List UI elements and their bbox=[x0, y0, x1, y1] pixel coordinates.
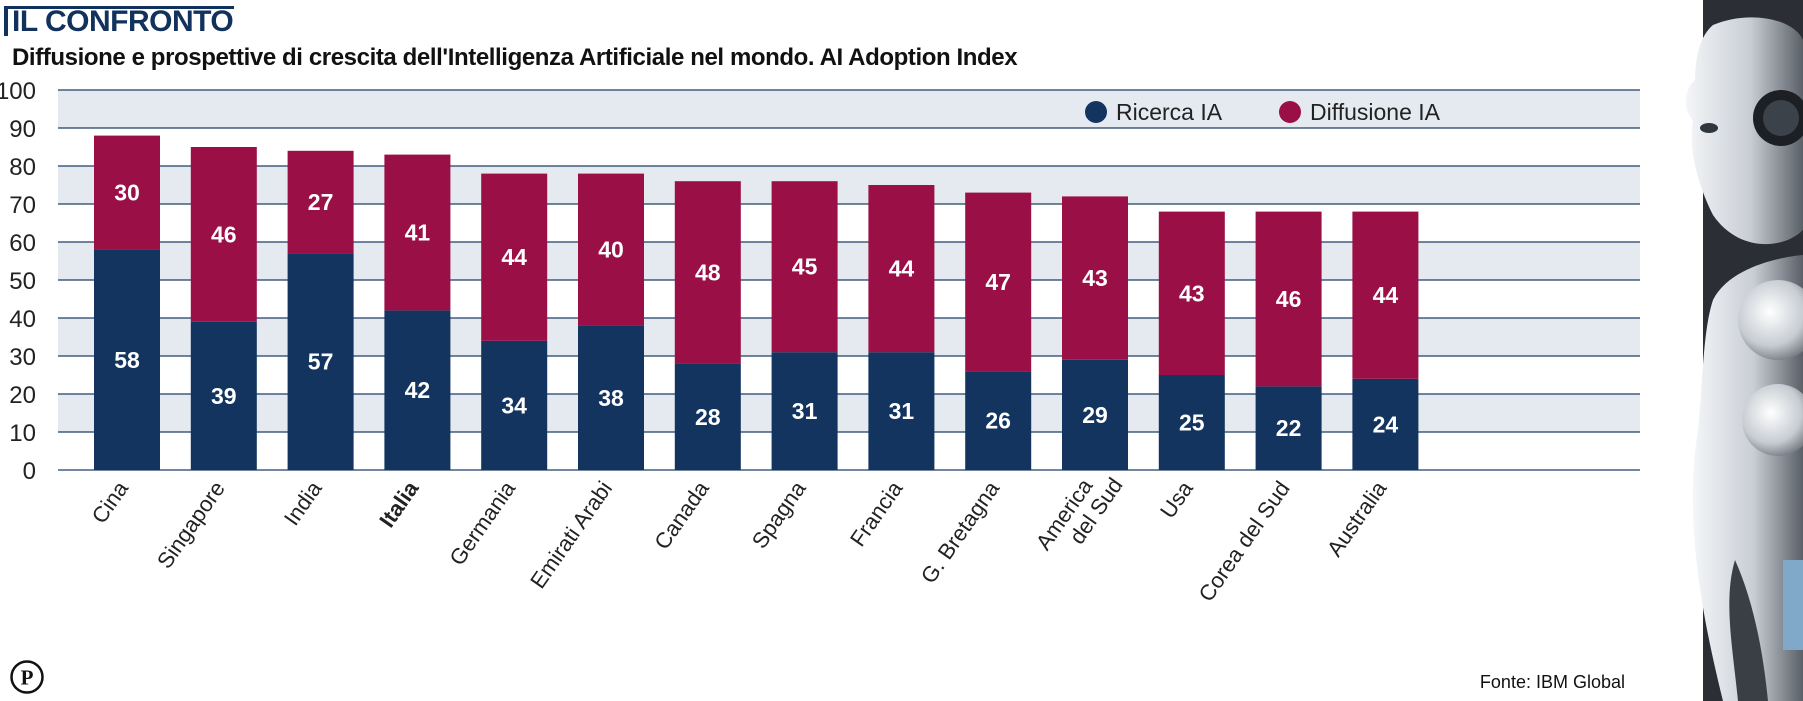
bar-ricerca bbox=[1352, 378, 1419, 470]
data-label-ricerca: 31 bbox=[792, 398, 818, 424]
x-tick-label: Francia bbox=[845, 476, 908, 551]
x-tick-label: Italia bbox=[374, 476, 424, 532]
x-tick-label: Australia bbox=[1322, 476, 1392, 561]
data-label-diffusione: 27 bbox=[308, 189, 334, 215]
data-label-ricerca: 25 bbox=[1179, 410, 1205, 436]
x-tick-label: Cina bbox=[87, 476, 134, 528]
y-tick-label: 60 bbox=[9, 230, 36, 257]
y-tick-label: 70 bbox=[9, 192, 36, 219]
bar-diffusione bbox=[481, 173, 548, 341]
data-label-diffusione: 46 bbox=[1276, 286, 1302, 312]
data-label-diffusione: 44 bbox=[501, 244, 527, 270]
x-tick-label: India bbox=[279, 476, 327, 530]
x-tick-label: Singapore bbox=[152, 477, 230, 574]
y-tick-label: 40 bbox=[9, 306, 36, 333]
x-tick-label: Usa bbox=[1155, 476, 1198, 523]
data-label-diffusione: 30 bbox=[114, 180, 140, 206]
data-label-diffusione: 40 bbox=[598, 237, 624, 263]
bar-ricerca bbox=[674, 363, 741, 470]
x-tick-label: Germania bbox=[444, 476, 520, 570]
data-label-diffusione: 44 bbox=[1373, 282, 1399, 308]
data-label-ricerca: 31 bbox=[889, 398, 915, 424]
bar-ricerca bbox=[481, 340, 548, 470]
bar-ricerca bbox=[287, 253, 354, 470]
y-tick-label: 100 bbox=[0, 80, 36, 105]
data-label-diffusione: 47 bbox=[985, 269, 1011, 295]
y-tick-label: 0 bbox=[23, 458, 36, 485]
bar-diffusione bbox=[1158, 211, 1225, 375]
bar-ricerca bbox=[1062, 359, 1128, 470]
bar-diffusione bbox=[190, 147, 257, 322]
svg-text:P: P bbox=[21, 666, 34, 690]
bar-diffusione bbox=[94, 135, 160, 250]
chart-subtitle: Diffusione e prospettive di crescita del… bbox=[12, 44, 1018, 71]
source-note: Fonte: IBM Global bbox=[1479, 672, 1625, 692]
kicker-accent-line bbox=[4, 6, 234, 9]
bar-diffusione bbox=[1352, 211, 1419, 379]
publisher-logo-icon: P bbox=[10, 660, 44, 694]
data-label-ricerca: 28 bbox=[695, 404, 721, 430]
bar-ricerca bbox=[1255, 386, 1322, 470]
bar-ricerca bbox=[1158, 375, 1225, 470]
bar-diffusione bbox=[965, 192, 1032, 372]
y-tick-label: 80 bbox=[9, 154, 36, 181]
data-label-ricerca: 34 bbox=[501, 392, 527, 418]
bar-diffusione bbox=[771, 181, 838, 353]
y-tick-label: 30 bbox=[9, 344, 36, 371]
data-label-ricerca: 58 bbox=[114, 347, 140, 373]
legend-label-diffusione: Diffusione IA bbox=[1310, 99, 1441, 125]
data-label-ricerca: 26 bbox=[985, 408, 1011, 434]
data-label-ricerca: 38 bbox=[598, 385, 624, 411]
data-label-diffusione: 41 bbox=[405, 220, 431, 246]
legend-marker-diffusione bbox=[1279, 101, 1301, 123]
legend-label-ricerca: Ricerca IA bbox=[1116, 99, 1223, 125]
data-label-diffusione: 43 bbox=[1082, 265, 1108, 291]
data-label-ricerca: 39 bbox=[211, 383, 237, 409]
bar-ricerca bbox=[578, 325, 644, 470]
y-tick-label: 10 bbox=[9, 420, 36, 447]
x-tick-label: Corea del Sud bbox=[1194, 477, 1295, 607]
data-label-diffusione: 48 bbox=[695, 259, 721, 285]
x-tick-label: Spagna bbox=[747, 476, 811, 553]
bar-ricerca bbox=[190, 321, 257, 470]
bar-ricerca bbox=[771, 352, 838, 470]
y-tick-label: 50 bbox=[9, 268, 36, 295]
data-label-ricerca: 29 bbox=[1082, 402, 1108, 428]
data-label-diffusione: 45 bbox=[792, 254, 818, 280]
bar-ricerca bbox=[94, 249, 160, 470]
stacked-bar-chart: 0 10 20 30 40 50 60 70 80 90 100 58 30 Cina 39 46 Singap… bbox=[0, 80, 1640, 607]
x-tick-label: Canada bbox=[649, 476, 714, 554]
bar-ricerca bbox=[384, 310, 451, 470]
bar-diffusione bbox=[868, 185, 935, 353]
bar-diffusione bbox=[1062, 196, 1128, 360]
data-label-ricerca: 42 bbox=[405, 377, 431, 403]
bar-ricerca bbox=[965, 371, 1032, 470]
bar-diffusione bbox=[1255, 211, 1322, 387]
grid-band bbox=[58, 90, 1640, 128]
bar-ricerca bbox=[868, 352, 935, 470]
x-tick-label: G. Bretagna bbox=[916, 476, 1005, 588]
data-label-diffusione: 46 bbox=[211, 221, 237, 247]
data-label-ricerca: 24 bbox=[1373, 411, 1399, 437]
x-tick-label: Americadel Sud bbox=[1031, 459, 1128, 568]
y-tick-label: 90 bbox=[9, 116, 36, 143]
x-tick-label: Emirati Arabi bbox=[525, 477, 617, 594]
bar-diffusione bbox=[674, 181, 741, 364]
bar-diffusione bbox=[578, 173, 644, 326]
data-label-ricerca: 57 bbox=[308, 349, 334, 375]
data-label-diffusione: 43 bbox=[1179, 280, 1205, 306]
bar-diffusione bbox=[384, 154, 451, 311]
legend-marker-ricerca bbox=[1085, 101, 1107, 123]
kicker-accent-bar bbox=[4, 6, 8, 36]
header: IL CONFRONTO Diffusione e prospettive di… bbox=[0, 0, 1803, 72]
y-tick-label: 20 bbox=[9, 382, 36, 409]
data-label-ricerca: 22 bbox=[1276, 415, 1302, 441]
robot-illustration bbox=[1685, 0, 1803, 701]
bar-diffusione bbox=[287, 150, 354, 254]
kicker-title: IL CONFRONTO bbox=[12, 5, 234, 38]
data-label-diffusione: 44 bbox=[889, 256, 915, 282]
